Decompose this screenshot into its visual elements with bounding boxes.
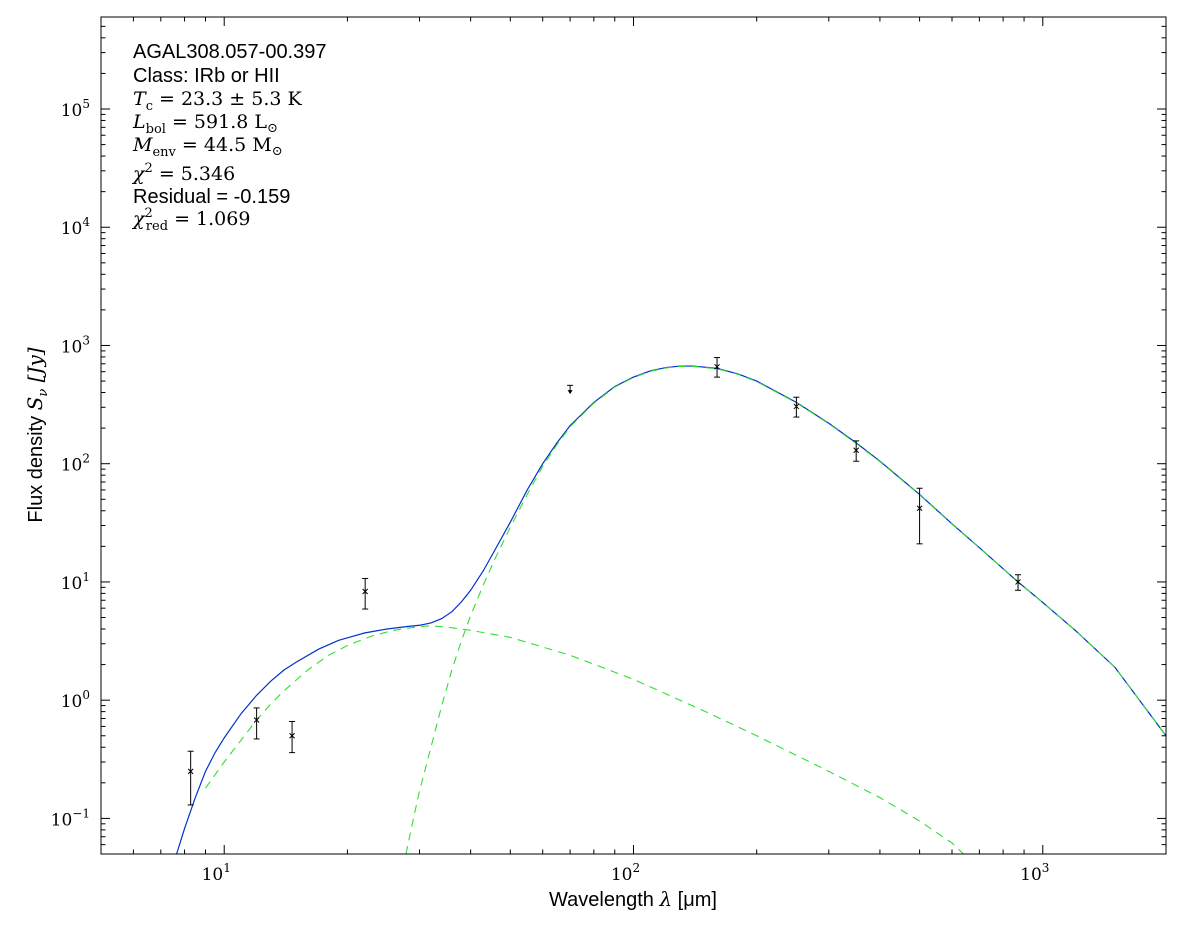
marker-x-b [362, 588, 369, 595]
y-tick-label-4: 103 [61, 333, 90, 357]
total-model-line [176, 365, 1166, 854]
lbol-value: = 591.8 L [166, 111, 267, 133]
chi2-symbol: χ [131, 163, 146, 185]
lbol-symbol: L [132, 111, 146, 133]
model-curves [176, 365, 1166, 854]
menv-value: = 44.5 M [176, 134, 272, 156]
chired-subscript: red [146, 219, 168, 234]
upper-limit-arrow [567, 390, 573, 395]
chired-symbol: χ [131, 208, 146, 230]
data-point-8 [1015, 574, 1022, 591]
source-name: AGAL308.057-00.397 [133, 41, 327, 63]
annotation-block: AGAL308.057-00.397 Class: IRb or HII Tc … [131, 41, 327, 234]
lbol-unit-subscript: ⊙ [267, 121, 278, 136]
x-tick-label-0: 101 [202, 861, 231, 885]
x-tick-label-2: 103 [1020, 861, 1049, 885]
component-line-1 [205, 625, 964, 854]
marker-x-b [916, 505, 923, 512]
class-label: Class: IRb or HII [133, 65, 280, 87]
marker-x-b [1015, 579, 1021, 585]
tc-symbol: T [133, 88, 147, 110]
chi2-value: = 5.346 [153, 163, 235, 185]
y-axis-label: Flux density Sν [Jy] [23, 347, 51, 522]
marker-x-b [853, 447, 860, 454]
chi2-red-label: χ2 red = 1.069 [131, 206, 250, 234]
plot-frame [100, 16, 1167, 855]
axis-ticks: 101 102 103 10−1 100 101 102 103 104 105 [51, 16, 1167, 885]
data-point-1 [253, 707, 260, 740]
component-line-2 [405, 365, 1166, 854]
y-tick-label-1: 100 [61, 688, 90, 712]
menv-symbol: M [132, 134, 153, 156]
luminosity-label: Lbol = 591.8 L⊙ [132, 111, 278, 137]
data-point-0 [187, 750, 194, 806]
menv-unit-subscript: ⊙ [272, 144, 283, 159]
y-tick-label-6: 105 [61, 97, 90, 121]
envelope-mass-label: Menv = 44.5 M⊙ [132, 134, 283, 160]
chired-superscript: 2 [145, 206, 153, 221]
data-points [187, 357, 1022, 806]
marker-x-b [187, 768, 194, 775]
y-tick-label-0: 10−1 [51, 806, 90, 830]
tc-subscript: c [146, 99, 153, 114]
x-tick-label-1: 102 [611, 861, 640, 885]
data-point-6 [853, 440, 860, 462]
lbol-subscript: bol [146, 122, 166, 137]
upper-limit-0 [567, 384, 574, 395]
chi2-label: χ2 = 5.346 [131, 161, 235, 185]
chired-value: = 1.069 [168, 208, 250, 230]
x-axis-label: Wavelength λ [μm] [549, 887, 717, 911]
marker-x-b [714, 363, 720, 370]
data-point-7 [916, 487, 923, 545]
residual-label: Residual = -0.159 [133, 186, 290, 208]
data-point-5 [793, 396, 800, 418]
data-point-3 [362, 577, 369, 610]
data-point-2 [289, 721, 296, 754]
chi2-superscript: 2 [145, 161, 153, 176]
marker-x-b [253, 717, 260, 723]
tc-value: = 23.3 ± 5.3 K [153, 88, 303, 110]
y-tick-label-2: 101 [61, 570, 90, 594]
temperature-label: Tc = 23.3 ± 5.3 K [133, 88, 303, 114]
marker-x-b [793, 403, 800, 410]
plot-background [101, 17, 1166, 854]
menv-subscript: env [152, 145, 176, 160]
y-tick-label-5: 104 [61, 215, 91, 239]
data-point-4 [714, 357, 721, 378]
y-tick-label-3: 102 [61, 452, 90, 476]
marker-x-b [289, 732, 295, 739]
